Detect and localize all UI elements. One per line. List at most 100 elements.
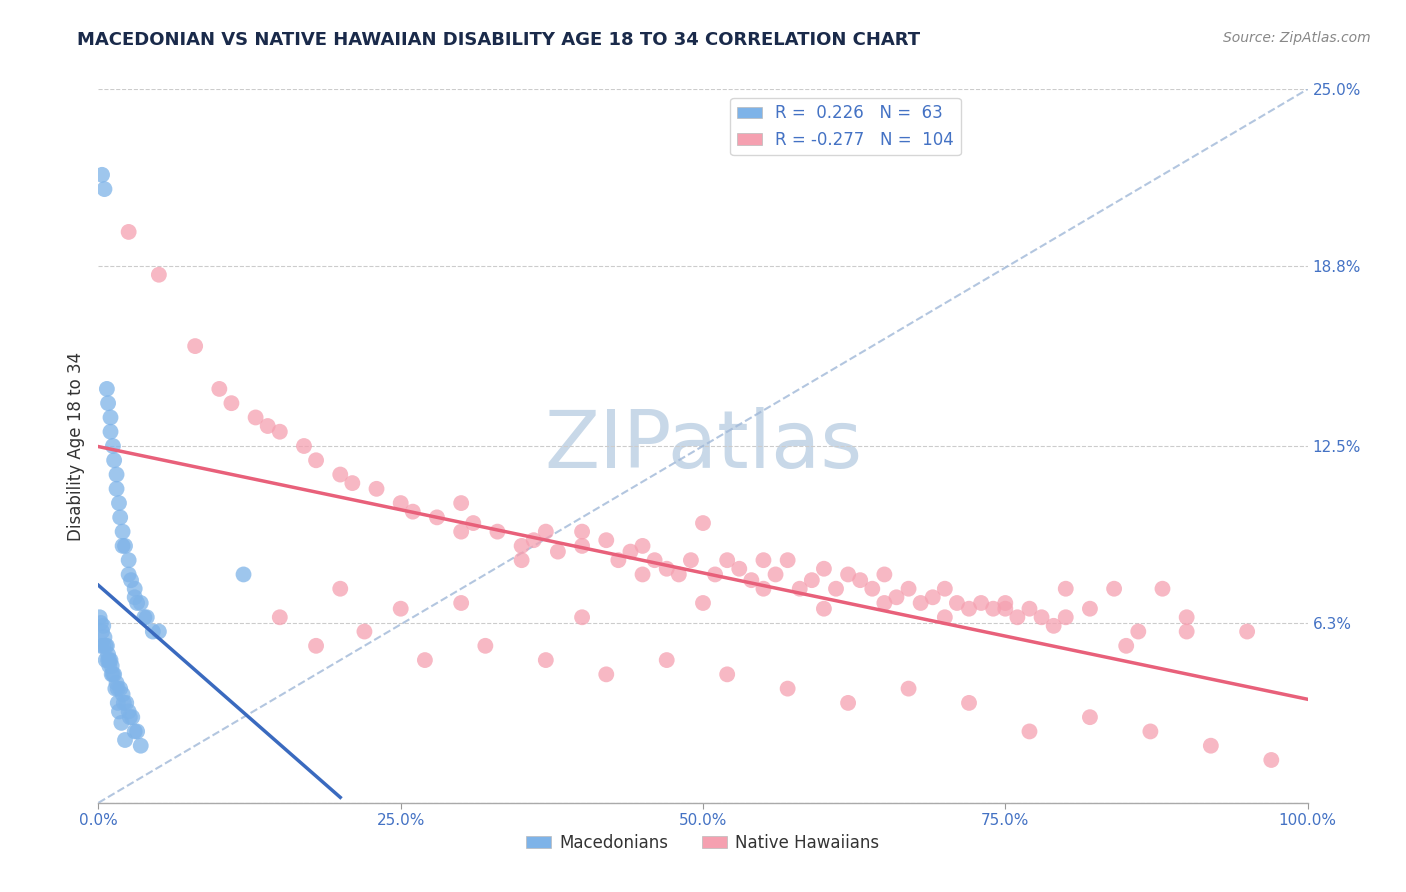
Point bbox=[94, 653, 117, 667]
Point bbox=[97, 653, 120, 667]
Point bbox=[534, 524, 557, 539]
Point bbox=[97, 396, 120, 410]
Point bbox=[1139, 724, 1161, 739]
Point bbox=[402, 505, 425, 519]
Point bbox=[353, 624, 375, 639]
Point bbox=[91, 624, 114, 639]
Point bbox=[886, 591, 908, 605]
Point bbox=[96, 382, 118, 396]
Point bbox=[118, 705, 141, 719]
Point bbox=[1199, 739, 1222, 753]
Point bbox=[256, 419, 278, 434]
Point bbox=[111, 687, 134, 701]
Point bbox=[97, 648, 120, 662]
Point bbox=[1175, 610, 1198, 624]
Point bbox=[728, 562, 751, 576]
Point bbox=[692, 596, 714, 610]
Point bbox=[93, 630, 115, 644]
Point bbox=[934, 610, 956, 624]
Point bbox=[111, 539, 134, 553]
Point bbox=[752, 582, 775, 596]
Point bbox=[450, 524, 472, 539]
Point bbox=[184, 339, 207, 353]
Point bbox=[269, 425, 291, 439]
Text: MACEDONIAN VS NATIVE HAWAIIAN DISABILITY AGE 18 TO 34 CORRELATION CHART: MACEDONIAN VS NATIVE HAWAIIAN DISABILITY… bbox=[77, 31, 921, 49]
Point bbox=[121, 710, 143, 724]
Point bbox=[108, 510, 131, 524]
Point bbox=[94, 639, 117, 653]
Point bbox=[873, 567, 896, 582]
Point bbox=[110, 715, 132, 730]
Point bbox=[655, 653, 678, 667]
Point bbox=[679, 553, 702, 567]
Point bbox=[655, 562, 678, 576]
Point bbox=[305, 639, 328, 653]
Point bbox=[90, 615, 112, 630]
Point bbox=[108, 681, 131, 696]
Point bbox=[450, 596, 472, 610]
Point bbox=[98, 653, 121, 667]
Point bbox=[595, 533, 617, 548]
Point bbox=[970, 596, 993, 610]
Point bbox=[825, 582, 848, 596]
Point bbox=[129, 596, 152, 610]
Point bbox=[245, 410, 267, 425]
Point bbox=[837, 696, 859, 710]
Point bbox=[108, 496, 131, 510]
Point bbox=[837, 567, 859, 582]
Point bbox=[704, 567, 727, 582]
Point bbox=[366, 482, 388, 496]
Point bbox=[100, 667, 122, 681]
Point bbox=[994, 596, 1017, 610]
Point bbox=[107, 681, 129, 696]
Point bbox=[426, 510, 449, 524]
Point bbox=[127, 724, 149, 739]
Point bbox=[897, 681, 920, 696]
Point bbox=[1115, 639, 1137, 653]
Point bbox=[105, 467, 128, 482]
Point bbox=[100, 425, 122, 439]
Point bbox=[232, 567, 254, 582]
Point bbox=[523, 533, 546, 548]
Point bbox=[91, 639, 114, 653]
Point bbox=[740, 573, 762, 587]
Point bbox=[101, 439, 124, 453]
Point bbox=[114, 539, 136, 553]
Point bbox=[103, 667, 125, 681]
Point bbox=[873, 596, 896, 610]
Point bbox=[1054, 610, 1077, 624]
Point bbox=[510, 539, 533, 553]
Point bbox=[115, 696, 138, 710]
Point bbox=[148, 624, 170, 639]
Point bbox=[120, 573, 142, 587]
Point bbox=[1260, 753, 1282, 767]
Point bbox=[127, 596, 149, 610]
Point bbox=[1007, 610, 1029, 624]
Point bbox=[450, 496, 472, 510]
Point bbox=[135, 610, 157, 624]
Point bbox=[752, 553, 775, 567]
Point bbox=[1078, 710, 1101, 724]
Point bbox=[897, 582, 920, 596]
Point bbox=[389, 496, 412, 510]
Legend: Macedonians, Native Hawaiians: Macedonians, Native Hawaiians bbox=[520, 828, 886, 859]
Point bbox=[474, 639, 496, 653]
Point bbox=[1175, 624, 1198, 639]
Point bbox=[571, 524, 593, 539]
Point bbox=[1018, 601, 1040, 615]
Point bbox=[765, 567, 787, 582]
Point bbox=[90, 639, 112, 653]
Point bbox=[957, 696, 980, 710]
Point bbox=[619, 544, 641, 558]
Point bbox=[644, 553, 666, 567]
Point bbox=[957, 601, 980, 615]
Point bbox=[1128, 624, 1150, 639]
Point bbox=[93, 182, 115, 196]
Point bbox=[789, 582, 811, 596]
Point bbox=[118, 225, 141, 239]
Point bbox=[142, 624, 165, 639]
Point bbox=[813, 562, 835, 576]
Point bbox=[921, 591, 943, 605]
Point bbox=[118, 710, 141, 724]
Point bbox=[631, 539, 654, 553]
